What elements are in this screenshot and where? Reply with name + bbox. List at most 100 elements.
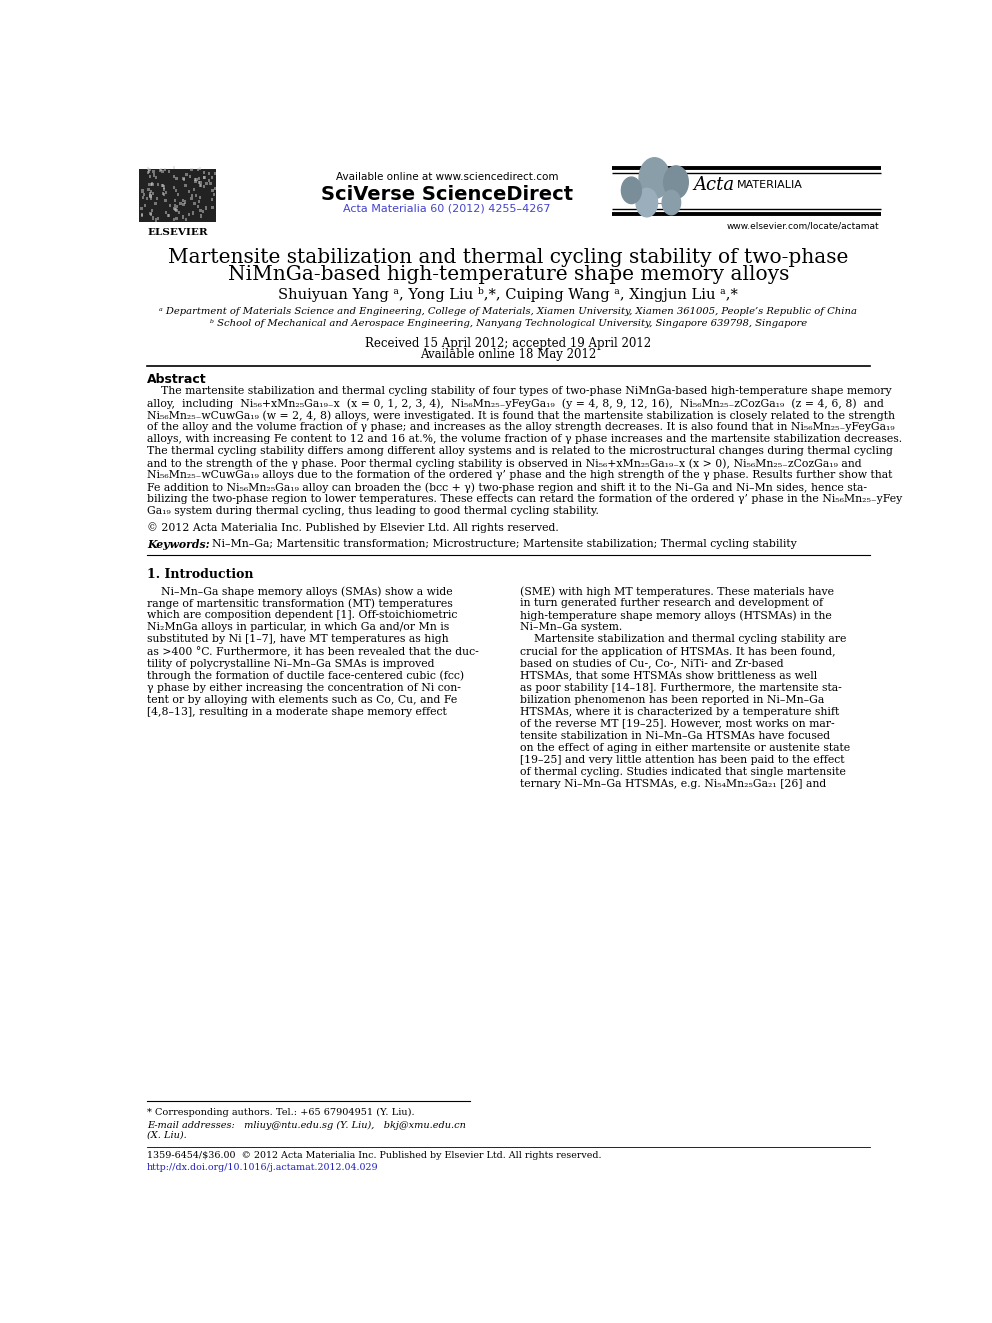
Text: NiMnGa-based high-temperature shape memory alloys: NiMnGa-based high-temperature shape memo… [228,265,789,283]
Bar [142,196,144,198]
Text: on the effect of aging in either martensite or austenite state: on the effect of aging in either martens… [520,742,850,753]
Text: ᵃ Department of Materials Science and Engineering, College of Materials, Xiamen : ᵃ Department of Materials Science and En… [160,307,857,316]
Bar [213,193,215,196]
Bar [176,209,178,212]
Bar [186,172,187,176]
Bar [148,184,150,187]
Text: bilizing the two-phase region to lower temperatures. These effects can retard th: bilizing the two-phase region to lower t… [147,493,903,504]
Bar [141,206,143,210]
Bar [188,189,190,193]
Text: as >400 °C. Furthermore, it has been revealed that the duc-: as >400 °C. Furthermore, it has been rev… [147,647,479,658]
Bar [185,184,186,188]
Text: tility of polycrystalline Ni–Mn–Ga SMAs is improved: tility of polycrystalline Ni–Mn–Ga SMAs … [147,659,434,668]
Bar [198,184,201,187]
Bar [176,177,178,180]
Bar [211,189,214,192]
Text: γ phase by either increasing the concentration of Ni con-: γ phase by either increasing the concent… [147,683,461,692]
Bar [183,179,186,181]
Bar [178,212,181,214]
Text: MATERIALIA: MATERIALIA [737,180,803,191]
Bar [165,200,167,202]
Bar [205,206,207,209]
Bar [175,208,177,212]
Text: of the alloy and the volume fraction of γ phase; and increases as the alloy stre: of the alloy and the volume fraction of … [147,422,895,433]
Bar [150,183,152,187]
Bar [146,197,148,200]
Bar [211,206,213,209]
Bar [143,193,145,196]
Circle shape [664,165,688,198]
Text: Ni₅₆Mn₂₅₋wCuwGa₁₉ (w = 2, 4, 8) alloys, were investigated. It is found that the : Ni₅₆Mn₂₅₋wCuwGa₁₉ (w = 2, 4, 8) alloys, … [147,410,895,421]
Text: HTSMAs, that some HTSMAs show brittleness as well: HTSMAs, that some HTSMAs show brittlenes… [520,671,817,680]
Bar [149,175,151,177]
Bar [203,172,205,175]
Bar [173,167,176,169]
Bar [151,183,154,185]
Text: Martensite stabilization and thermal cycling stability of two-phase: Martensite stabilization and thermal cyc… [169,249,848,267]
Bar [183,202,185,206]
Bar [163,193,165,196]
Bar [163,185,165,189]
Bar [168,169,171,173]
Bar [139,169,216,222]
Bar [185,201,186,204]
Bar [153,173,156,176]
Text: Ni–Mn–Ga shape memory alloys (SMAs) show a wide: Ni–Mn–Ga shape memory alloys (SMAs) show… [147,586,452,597]
Text: Received 15 April 2012; accepted 19 April 2012: Received 15 April 2012; accepted 19 Apri… [365,337,652,351]
Bar [193,202,195,205]
Text: bilization phenomenon has been reported in Ni–Mn–Ga: bilization phenomenon has been reported … [520,695,824,705]
Circle shape [621,177,642,204]
Bar [183,177,185,180]
Text: through the formation of ductile face-centered cubic (fcc): through the formation of ductile face-ce… [147,671,464,681]
Bar [203,176,205,180]
Text: of the reverse MT [19–25]. However, most works on mar-: of the reverse MT [19–25]. However, most… [520,718,834,729]
Bar [188,213,190,216]
Circle shape [636,188,658,217]
Bar [188,175,191,179]
Bar [170,204,172,206]
Circle shape [639,157,670,198]
Bar [162,184,165,187]
Text: alloy,  including  Ni₅₆+xMn₂₅Ga₁₉₋x  (x = 0, 1, 2, 3, 4),  Ni₅₆Mn₂₅₋yFeyGa₁₉  (y: alloy, including Ni₅₆+xMn₂₅Ga₁₉₋x (x = 0… [147,398,884,409]
Text: Abstract: Abstract [147,373,206,386]
Bar [147,167,149,171]
Text: Ni₅₆Mn₂₅₋wCuwGa₁₉ alloys due to the formation of the ordered γ’ phase and the hi: Ni₅₆Mn₂₅₋wCuwGa₁₉ alloys due to the form… [147,470,893,480]
Bar [148,188,150,191]
Bar [148,171,150,173]
Text: (SME) with high MT temperatures. These materials have: (SME) with high MT temperatures. These m… [520,586,834,597]
Bar [203,176,205,179]
Text: substituted by Ni [1–7], have MT temperatures as high: substituted by Ni [1–7], have MT tempera… [147,635,448,644]
Bar [193,177,195,180]
Bar [174,198,176,201]
Text: Shuiyuan Yang ᵃ, Yong Liu ᵇ,*, Cuiping Wang ᵃ, Xingjun Liu ᵃ,*: Shuiyuan Yang ᵃ, Yong Liu ᵇ,*, Cuiping W… [279,287,738,302]
Bar [150,213,153,216]
Circle shape [663,191,681,214]
Bar [150,212,152,216]
Text: Fe addition to Ni₅₆Mn₂₅Ga₁₉ alloy can broaden the (bcc + γ) two-phase region and: Fe addition to Ni₅₆Mn₂₅Ga₁₉ alloy can br… [147,482,867,492]
Bar [192,188,195,191]
Bar [149,192,151,194]
Bar [151,183,154,185]
Bar [190,194,193,197]
Text: 1. Introduction: 1. Introduction [147,568,254,581]
Text: Ni–Mn–Ga; Martensitic transformation; Microstructure; Martensite stabilization; : Ni–Mn–Ga; Martensitic transformation; Mi… [212,538,798,549]
Bar [199,168,201,171]
Bar [196,168,199,171]
Bar [159,169,162,172]
Bar [194,180,196,183]
Text: ᵇ School of Mechanical and Aerospace Engineering, Nanyang Technological Universi: ᵇ School of Mechanical and Aerospace Eng… [210,319,806,328]
Bar [185,218,187,221]
Text: ELSEVIER: ELSEVIER [148,228,208,237]
Bar [141,214,144,217]
Text: and to the strength of the γ phase. Poor thermal cycling stability is observed i: and to the strength of the γ phase. Poor… [147,458,862,468]
Bar [165,212,167,214]
Bar [209,181,211,185]
Text: www.elsevier.com/locate/actamat: www.elsevier.com/locate/actamat [727,222,880,232]
Bar [173,185,175,189]
Bar [173,175,176,177]
Bar [191,212,194,214]
Bar [197,200,200,204]
Text: Acta Materialia 60 (2012) 4255–4267: Acta Materialia 60 (2012) 4255–4267 [343,204,551,213]
Text: 1359-6454/$36.00  © 2012 Acta Materialia Inc. Published by Elsevier Ltd. All rig: 1359-6454/$36.00 © 2012 Acta Materialia … [147,1151,601,1160]
Text: of thermal cycling. Studies indicated that single martensite: of thermal cycling. Studies indicated th… [520,767,846,777]
